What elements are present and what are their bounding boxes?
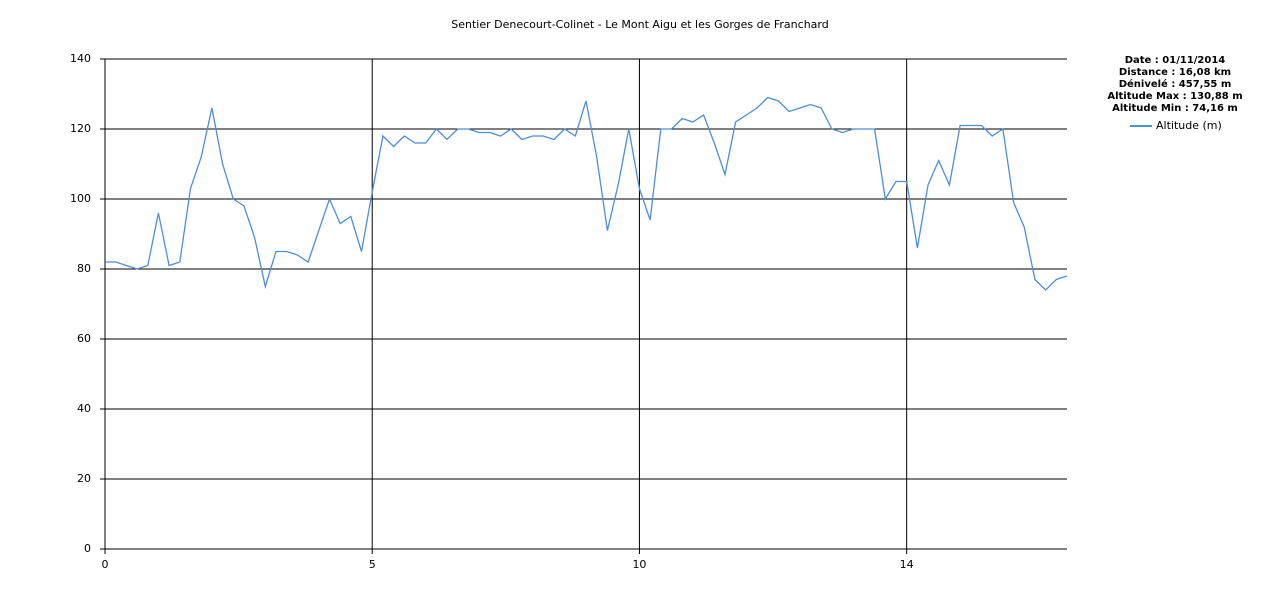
y-tick-label: 0 <box>84 542 91 555</box>
info-line: Distance : 16,08 km <box>1119 67 1231 78</box>
y-tick-label: 20 <box>77 472 91 485</box>
y-tick-label: 60 <box>77 332 91 345</box>
y-tick-label: 80 <box>77 262 91 275</box>
chart-title: Sentier Denecourt-Colinet - Le Mont Aigu… <box>451 18 828 31</box>
info-line: Date : 01/11/2014 <box>1125 55 1226 66</box>
info-line: Altitude Min : 74,16 m <box>1112 103 1238 114</box>
line-series <box>105 96 1068 291</box>
y-tick-label: 140 <box>70 52 91 65</box>
info-line: Dénivelé : 457,55 m <box>1119 78 1232 90</box>
y-tick-label: 40 <box>77 402 91 415</box>
x-tick-label: 10 <box>632 558 646 571</box>
legend-label: Altitude (m) <box>1156 119 1222 132</box>
y-tick-label: 120 <box>70 122 91 135</box>
x-tick-label: 5 <box>369 558 376 571</box>
y-tick-label: 100 <box>70 192 91 205</box>
x-tick-label: 0 <box>102 558 109 571</box>
info-line: Altitude Max : 130,88 m <box>1107 91 1242 102</box>
x-tick-label: 14 <box>900 558 914 571</box>
